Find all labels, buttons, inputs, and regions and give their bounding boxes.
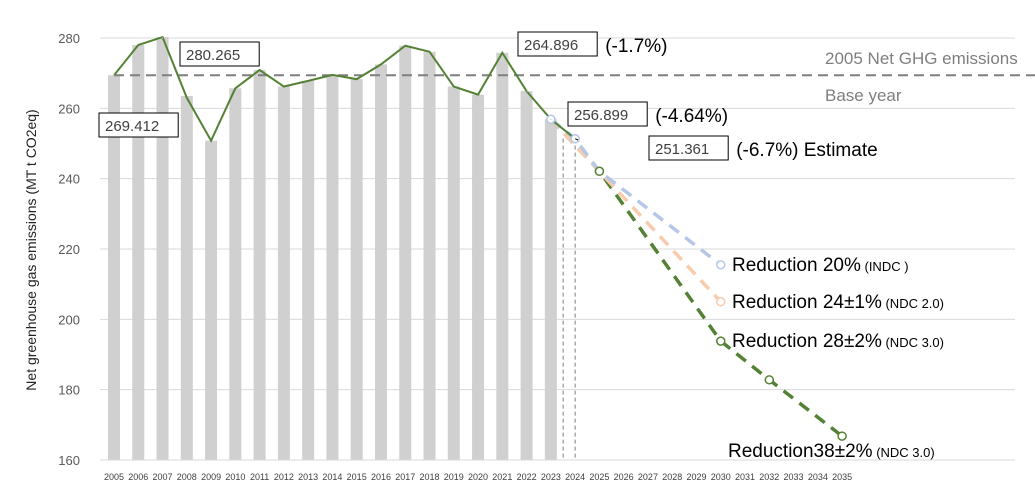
projection-sublabel: (NDC 3.0) xyxy=(873,445,935,460)
x-tick-label: 2022 xyxy=(517,472,537,482)
data-label: 256.899 xyxy=(574,107,628,124)
data-label: 264.896 xyxy=(524,37,578,54)
bar xyxy=(472,94,485,460)
data-label-box xyxy=(517,31,598,57)
projection-sublabel: (NDC 3.0) xyxy=(882,335,944,350)
bar xyxy=(326,74,339,461)
x-tick-label: 2015 xyxy=(347,472,367,482)
data-label-note: (-6.7%) Estimate xyxy=(736,140,877,161)
bar xyxy=(277,86,290,460)
x-tick-label: 2011 xyxy=(250,472,269,482)
x-tick-label: 2005 xyxy=(104,472,124,482)
bar xyxy=(520,91,533,460)
projection-marker xyxy=(764,375,775,385)
bar xyxy=(229,88,242,460)
x-tick-label: 2027 xyxy=(638,472,658,482)
leader-line xyxy=(161,36,164,41)
x-tick-label: 2026 xyxy=(614,472,634,482)
data-label-box xyxy=(648,135,729,161)
x-tick-label: 2031 xyxy=(735,472,755,482)
y-tick-label: 240 xyxy=(58,172,80,187)
x-tick-label: 2013 xyxy=(298,472,318,482)
x-tick-label: 2032 xyxy=(759,472,779,482)
x-tick-label: 2029 xyxy=(686,472,706,482)
y-tick-label: 280 xyxy=(58,31,80,46)
x-tick-label: 2014 xyxy=(322,472,342,482)
projection-marker xyxy=(594,166,605,177)
bar xyxy=(302,80,315,461)
x-tick-label: 2021 xyxy=(492,472,512,482)
projection-marker xyxy=(716,336,726,346)
x-tick-label: 2023 xyxy=(541,472,561,482)
data-label-note: (-4.64%) xyxy=(655,106,728,127)
x-tick-label: 2018 xyxy=(419,472,439,482)
leader-line xyxy=(526,90,529,93)
projection-label: Reduction 24±1% (NDC 2.0) xyxy=(732,292,944,313)
projection-label: Reduction 28±2% (NDC 3.0) xyxy=(732,331,944,352)
projection-label: Reduction 20% (INDC ) xyxy=(732,255,909,276)
leader-line xyxy=(574,138,579,141)
baseline-label: 2005 Net GHG emissions xyxy=(825,49,1018,68)
x-tick-label: 2016 xyxy=(371,472,391,482)
x-tick-label: 2012 xyxy=(274,472,294,482)
x-tick-label: 2035 xyxy=(832,472,852,482)
bar xyxy=(447,86,460,460)
bar xyxy=(156,36,169,460)
projection-sublabel: (NDC 2.0) xyxy=(882,296,944,311)
projection-marker xyxy=(716,260,726,270)
y-tick-label: 260 xyxy=(58,101,80,116)
projection-sublabel: (INDC ) xyxy=(861,259,909,274)
x-tick-label: 2009 xyxy=(201,472,221,482)
y-tick-label: 160 xyxy=(58,453,80,468)
data-label-box xyxy=(98,112,179,138)
projection-marker xyxy=(837,431,847,441)
data-label-note: (-1.7%) xyxy=(605,36,667,57)
x-tick-label: 2006 xyxy=(128,472,148,482)
y-tick-label: 180 xyxy=(58,383,80,398)
x-tick-label: 2007 xyxy=(153,472,173,482)
x-tick-label: 2025 xyxy=(589,472,609,482)
bar xyxy=(180,96,193,461)
data-label: 280.265 xyxy=(186,47,240,64)
data-label-box xyxy=(567,101,648,127)
data-label: 251.361 xyxy=(655,141,709,158)
x-tick-label: 2010 xyxy=(225,472,245,482)
baseline-sublabel: Base year xyxy=(825,86,902,105)
bar xyxy=(108,75,120,460)
bar xyxy=(205,140,218,461)
bar xyxy=(132,45,145,461)
x-tick-label: 2034 xyxy=(808,472,828,482)
bar xyxy=(374,64,387,460)
data-label-box xyxy=(179,41,260,67)
bar xyxy=(423,51,436,461)
bar xyxy=(350,79,363,461)
x-tick-label: 2024 xyxy=(565,472,585,482)
projection-marker xyxy=(716,297,726,307)
x-tick-label: 2020 xyxy=(468,472,488,482)
emissions-line xyxy=(113,35,576,143)
projection-label: Reduction38±2% (NDC 3.0) xyxy=(728,441,935,462)
x-tick-label: 2030 xyxy=(711,472,731,482)
y-axis-label: Net greenhouse gas emissions (MT t CO2eq… xyxy=(23,109,39,390)
data-label: 269.412 xyxy=(105,118,159,135)
x-tick-label: 2019 xyxy=(444,472,464,482)
bar xyxy=(399,45,412,461)
x-tick-label: 2017 xyxy=(395,472,415,482)
projection-line-blue xyxy=(549,117,722,267)
x-tick-label: 2033 xyxy=(784,472,804,482)
y-tick-label: 200 xyxy=(58,312,80,327)
x-tick-label: 2008 xyxy=(177,472,197,482)
bar xyxy=(496,52,509,461)
bar xyxy=(544,119,557,461)
bar xyxy=(253,70,266,461)
y-tick-label: 220 xyxy=(58,242,80,257)
x-tick-label: 2028 xyxy=(662,472,682,482)
